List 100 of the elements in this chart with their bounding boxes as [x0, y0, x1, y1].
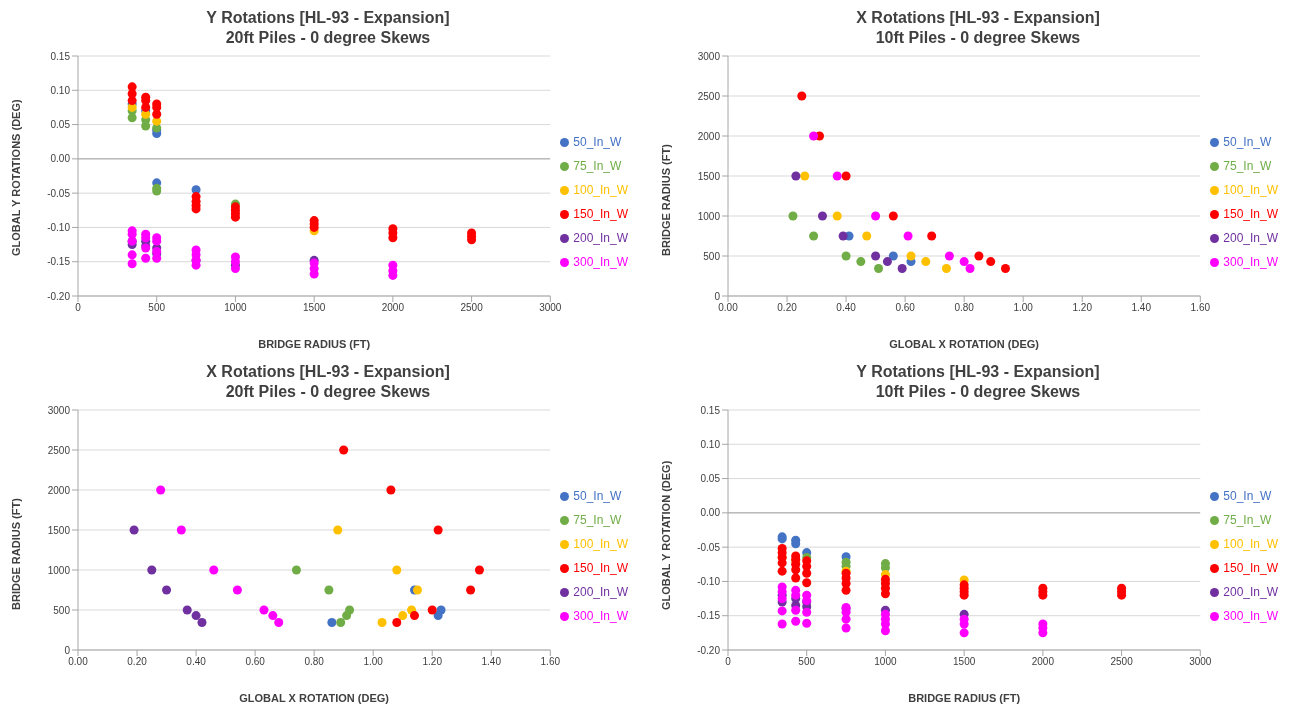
legend-label: 150_In_W [573, 207, 628, 221]
y-tick-label: 1500 [697, 170, 721, 182]
y-tick-label: 2500 [47, 444, 71, 456]
legend-label: 300_In_W [573, 609, 628, 623]
legend-label: 150_In_W [1223, 207, 1278, 221]
legend-label: 200_In_W [1223, 585, 1278, 599]
x-tick-label: 1.60 [540, 656, 561, 668]
legend-label: 300_In_W [573, 255, 628, 269]
x-tick-label: 0.80 [954, 302, 975, 314]
x-tick-label: 3000 [539, 302, 562, 314]
y-tick-label: 1000 [697, 210, 721, 222]
x-tick-label: 1.60 [1190, 302, 1211, 314]
x-tick-label: 0.00 [718, 302, 739, 314]
x-tick-label: 1500 [303, 302, 326, 314]
y-tick-label: 1500 [47, 524, 71, 536]
y-tick-label: 500 [703, 250, 721, 262]
y-tick-label: 0.05 [50, 119, 71, 131]
y-tick-label: -0.20 [47, 290, 71, 302]
chart-title: Y Rotations [HL-93 - Expansion] [205, 8, 451, 28]
legend-label: 300_In_W [1223, 255, 1278, 269]
chart-subtitle: 20ft Piles - 0 degree Skews [224, 382, 432, 402]
x-tick-label: 2000 [1031, 656, 1055, 668]
legend-label: 50_In_W [1223, 135, 1272, 149]
x-tick-label: 0.40 [836, 302, 857, 314]
legend-label: 200_In_W [1223, 231, 1278, 245]
legend-label: 200_In_W [573, 231, 628, 245]
legend-label: 75_In_W [1223, 159, 1272, 173]
legend-label: 50_In_W [1223, 489, 1272, 503]
y-tick-label: 500 [53, 604, 71, 616]
legend-label: 100_In_W [573, 183, 628, 197]
y-tick-label: 2000 [697, 130, 721, 142]
x-tick-label: 1000 [874, 656, 897, 668]
x-tick-label: 0.00 [68, 656, 89, 668]
legend-label: 150_In_W [1223, 561, 1278, 575]
chart-subtitle: 10ft Piles - 0 degree Skews [874, 382, 1082, 402]
legend-label: 50_In_W [573, 489, 622, 503]
y-tick-label: 0.05 [700, 473, 721, 485]
legend-label: 100_In_W [573, 537, 628, 551]
y-tick-label: -0.20 [697, 644, 721, 656]
chart-title: X Rotations [HL-93 - Expansion] [205, 362, 451, 382]
x-tick-label: 500 [148, 302, 166, 314]
y-tick-label: 0.15 [700, 404, 721, 416]
y-tick-label: -0.15 [697, 610, 721, 622]
y-tick-label: 2500 [697, 90, 721, 102]
y-tick-label: 0.15 [50, 50, 71, 62]
x-tick-label: 2000 [381, 302, 405, 314]
legend-label: 75_In_W [1223, 513, 1272, 527]
y-tick-label: 0 [714, 290, 721, 302]
x-tick-label: 500 [798, 656, 816, 668]
x-axis-title: GLOBAL X ROTATION (DEG) [239, 692, 390, 704]
x-tick-label: 1.00 [363, 656, 384, 668]
x-tick-label: 1.20 [1072, 302, 1093, 314]
x-tick-label: 0.60 [895, 302, 916, 314]
x-tick-label: 1.00 [1013, 302, 1034, 314]
y-tick-label: 3000 [697, 50, 721, 62]
chart-subtitle: 10ft Piles - 0 degree Skews [874, 28, 1082, 48]
y-tick-label: -0.15 [47, 256, 71, 268]
x-tick-label: 2500 [460, 302, 484, 314]
x-tick-label: 1.40 [481, 656, 502, 668]
x-axis-title: BRIDGE RADIUS (FT) [908, 692, 1021, 704]
y-tick-label: 0.00 [50, 153, 71, 165]
x-tick-label: 1500 [953, 656, 976, 668]
y-tick-label: -0.05 [697, 541, 721, 553]
x-tick-label: 0.60 [245, 656, 266, 668]
x-tick-label: 1.40 [1131, 302, 1152, 314]
y-axis-title: GLOBAL Y ROTATION (DEG) [659, 460, 672, 610]
y-tick-label: -0.05 [47, 187, 71, 199]
x-tick-label: 1.20 [422, 656, 443, 668]
chart-title: X Rotations [HL-93 - Expansion] [855, 8, 1101, 28]
y-tick-label: 0.00 [700, 507, 721, 519]
legend-label: 50_In_W [573, 135, 622, 149]
x-tick-label: 0.20 [127, 656, 148, 668]
y-axis-title: BRIDGE RADIUS (FT) [9, 497, 22, 610]
x-axis-title: BRIDGE RADIUS (FT) [258, 338, 371, 350]
x-tick-label: 0 [725, 656, 732, 668]
legend-label: 100_In_W [1223, 183, 1278, 197]
y-tick-label: 0.10 [50, 84, 71, 96]
x-tick-label: 1000 [224, 302, 247, 314]
x-tick-label: 0.20 [777, 302, 798, 314]
x-tick-label: 2500 [1110, 656, 1134, 668]
y-axis-title: BRIDGE RADIUS (FT) [659, 143, 672, 256]
x-tick-label: 0.80 [304, 656, 325, 668]
y-tick-label: 3000 [47, 404, 71, 416]
legend-label: 300_In_W [1223, 609, 1278, 623]
legend-label: 75_In_W [573, 159, 622, 173]
y-tick-label: 0 [64, 644, 71, 656]
chart-subtitle: 20ft Piles - 0 degree Skews [224, 28, 432, 48]
legend-label: 100_In_W [1223, 537, 1278, 551]
x-tick-label: 0.40 [186, 656, 207, 668]
x-tick-label: 0 [75, 302, 82, 314]
legend-label: 75_In_W [573, 513, 622, 527]
y-tick-label: -0.10 [47, 221, 71, 233]
y-tick-label: -0.10 [697, 575, 721, 587]
y-tick-label: 1000 [47, 564, 71, 576]
x-tick-label: 3000 [1189, 656, 1212, 668]
legend-label: 150_In_W [573, 561, 628, 575]
x-axis-title: GLOBAL X ROTATION (DEG) [889, 338, 1040, 350]
legend-label: 200_In_W [573, 585, 628, 599]
chart-title: Y Rotations [HL-93 - Expansion] [855, 362, 1101, 382]
y-axis-title: GLOBAL Y ROTATIONS (DEG) [9, 99, 22, 256]
